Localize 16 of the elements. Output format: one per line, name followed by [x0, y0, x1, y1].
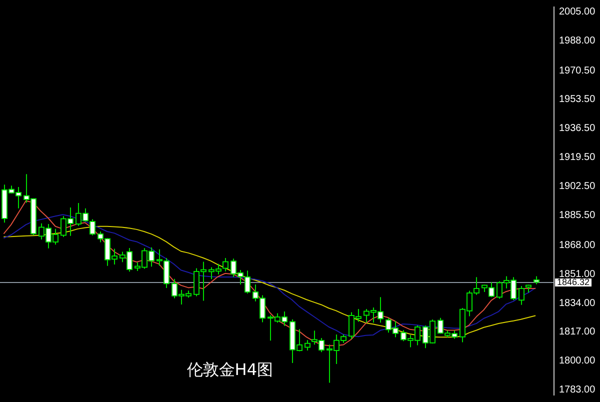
y-tick-label: 2005.00 [559, 6, 596, 18]
y-tick-label: 1800.00 [559, 356, 596, 367]
y-tick-label: 1936.50 [559, 123, 596, 134]
y-tick-label: 1885.50 [559, 210, 596, 222]
y-tick-label: 1953.50 [559, 94, 596, 106]
text: 伦敦金H4图 [186, 360, 274, 380]
y-tick-label: 1817.00 [559, 326, 596, 338]
y-tick-label: 1919.50 [559, 152, 596, 164]
y-tick-label: 1868.00 [559, 240, 596, 251]
y-tick-label: 1834.00 [559, 298, 596, 309]
y-tick-label: 1851.00 [559, 268, 596, 280]
y-tick-label: 1783.00 [559, 384, 596, 396]
ref-line-label: 1846.32 [557, 277, 590, 288]
y-tick-label: 1988.00 [559, 35, 596, 46]
y-tick-label: 1902.50 [559, 181, 596, 192]
y-tick-label: 1970.50 [559, 65, 596, 76]
